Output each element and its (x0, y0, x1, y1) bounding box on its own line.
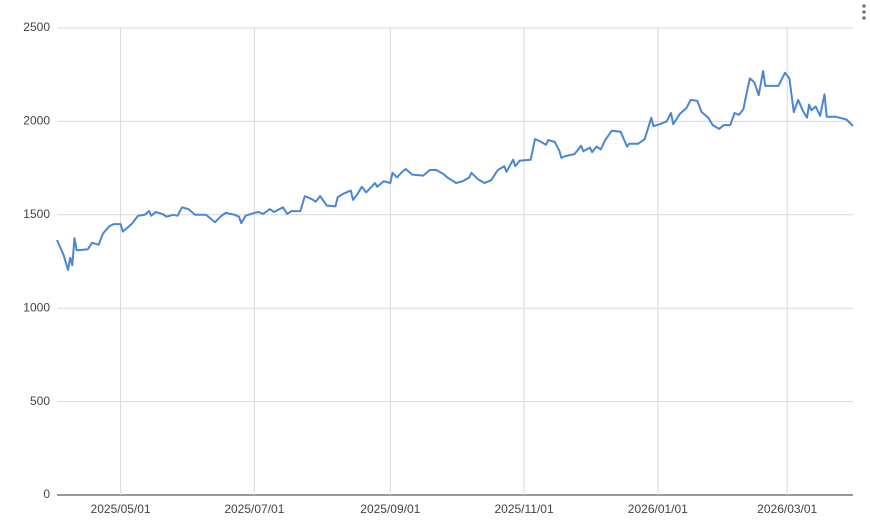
y-tick-label: 0 (43, 487, 50, 501)
data-line (56, 70, 854, 271)
menu-dot (862, 16, 866, 20)
y-tick-label: 500 (30, 394, 50, 408)
x-tick-label: 2026/01/01 (628, 502, 688, 516)
y-tick-label: 2500 (23, 20, 50, 34)
menu-dot (862, 4, 866, 8)
x-tick-label: 2025/09/01 (360, 502, 420, 516)
y-tick-label: 2000 (23, 114, 50, 128)
x-tick-label: 2026/03/01 (757, 502, 817, 516)
y-tick-label: 1500 (23, 207, 50, 221)
x-tick-label: 2025/05/01 (91, 502, 151, 516)
x-tick-label: 2025/07/01 (224, 502, 284, 516)
menu-dot (862, 10, 866, 14)
y-tick-label: 1000 (23, 300, 50, 314)
x-tick-label: 2025/11/01 (494, 502, 553, 516)
menu-icon[interactable] (862, 4, 866, 20)
